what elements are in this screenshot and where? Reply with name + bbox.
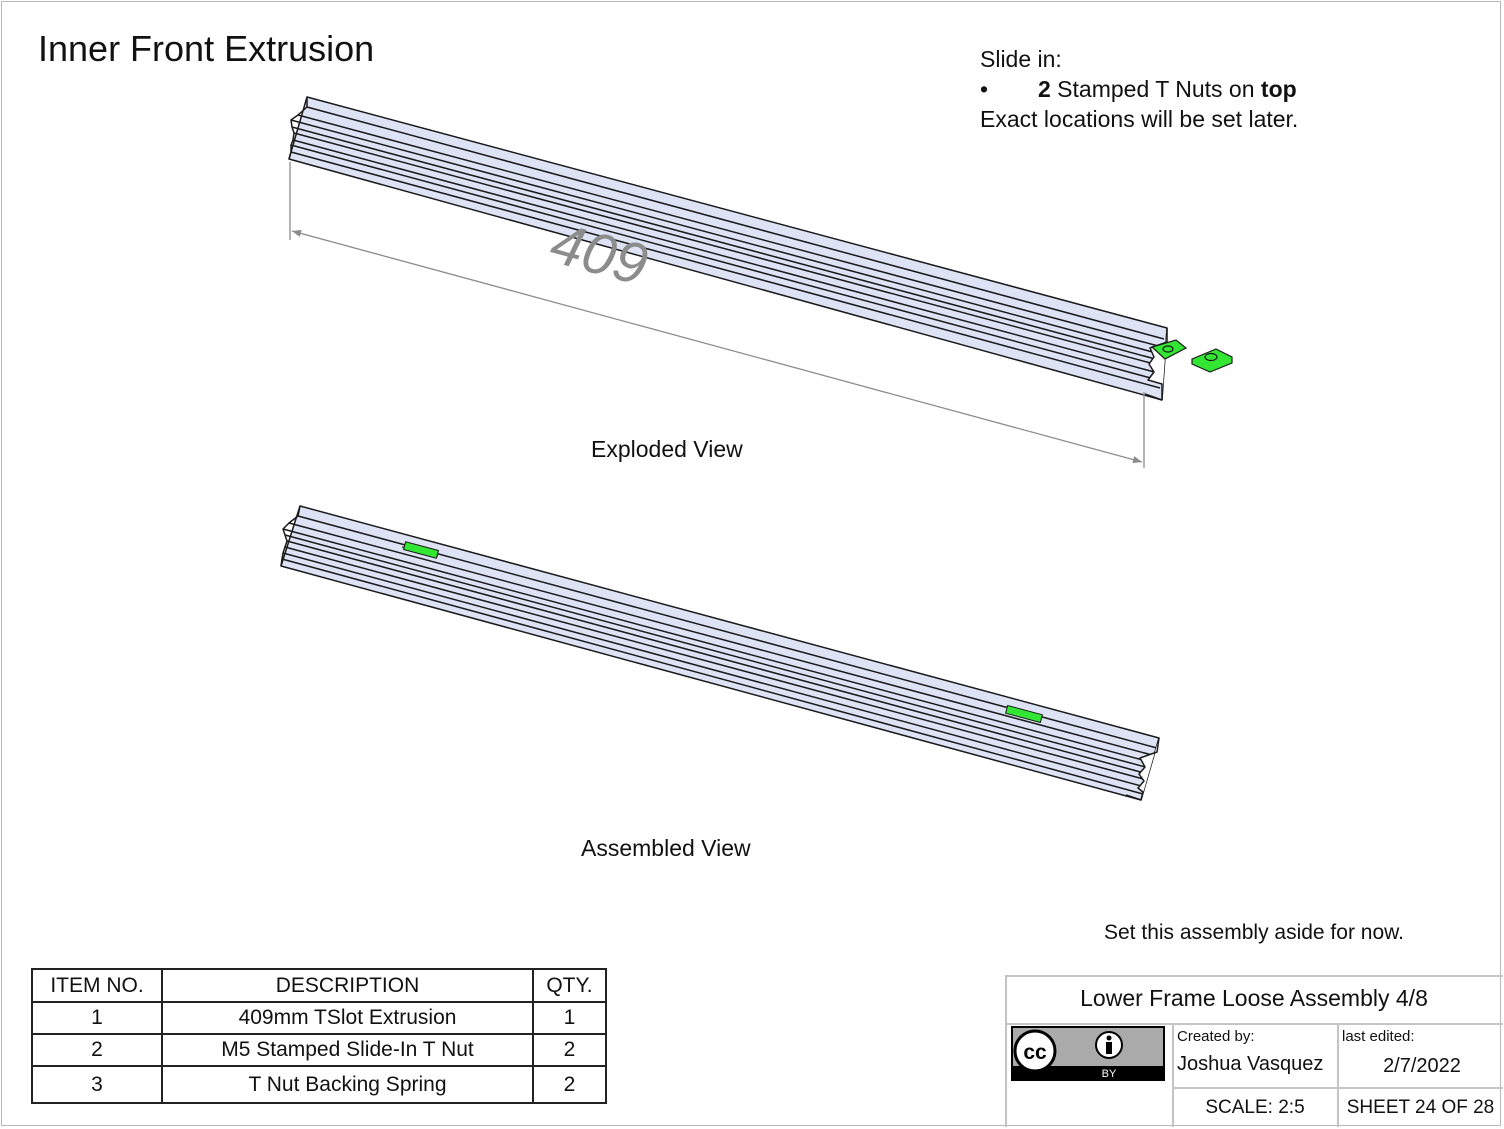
tnut-count: 2 (1038, 76, 1051, 102)
instruction-line-1: Slide in: (980, 46, 1062, 72)
last-edited-value: 2/7/2022 (1383, 1055, 1461, 1077)
bullet: • (980, 76, 989, 102)
bom-qty: 2 (532, 1033, 607, 1067)
bom-item-no: 2 (31, 1033, 163, 1067)
bom-header-qty: QTY. (532, 968, 607, 1003)
instruction-line-2: • 2 Stamped T Nuts on top (980, 74, 1298, 104)
attribution-person-icon (1095, 1031, 1123, 1059)
sheet-number-field: SHEET 24 OF 28 (1346, 1097, 1495, 1118)
assembled-tnuts (401, 541, 1044, 724)
bom-item-no: 1 (31, 1001, 163, 1035)
bom-row: 2 M5 Stamped Slide-In T Nut 2 (31, 1033, 607, 1067)
dimension-409 (289, 162, 1145, 468)
created-by-value: Joshua Vasquez (1177, 1053, 1324, 1075)
bom-description: M5 Stamped Slide-In T Nut (161, 1033, 534, 1067)
bom-item-no: 3 (31, 1065, 163, 1104)
bom-qty: 2 (532, 1065, 607, 1104)
exploded-extrusion (288, 96, 1168, 401)
exploded-tnuts (1150, 339, 1233, 373)
bom-header-row: ITEM NO. DESCRIPTION QTY. (31, 968, 607, 1003)
by-label: BY (1102, 1068, 1117, 1080)
aside-note: Set this assembly aside for now. (1104, 921, 1404, 944)
bom-qty: 1 (532, 1001, 607, 1035)
tnut-location: top (1260, 76, 1297, 102)
sheet-title: Inner Front Extrusion (38, 28, 375, 69)
tnut-text: Stamped T Nuts on (1050, 76, 1261, 102)
bom-row: 1 409mm TSlot Extrusion 1 (31, 1001, 607, 1035)
title-block: Lower Frame Loose Assembly 4/8 cc BY Cre… (1005, 975, 1503, 1127)
cc-by-license-badge: cc BY (1011, 1026, 1165, 1081)
last-edited-label: last edited: (1342, 1028, 1415, 1045)
bom-description: T Nut Backing Spring (161, 1065, 534, 1104)
cc-icon: cc (1023, 1041, 1047, 1064)
exploded-view-label: Exploded View (591, 436, 743, 462)
instruction-line-3: Exact locations will be set later. (980, 106, 1299, 132)
scale-field: SCALE: 2:5 (1205, 1097, 1305, 1118)
bill-of-materials: ITEM NO. DESCRIPTION QTY. 1 409mm TSlot … (31, 968, 607, 1104)
assembled-view-label: Assembled View (581, 835, 751, 861)
bom-header-item: ITEM NO. (31, 968, 163, 1003)
bom-description: 409mm TSlot Extrusion (161, 1001, 534, 1035)
bom-row: 3 T Nut Backing Spring 2 (31, 1065, 607, 1104)
created-by-label: Created by: (1177, 1028, 1255, 1045)
title-block-title: Lower Frame Loose Assembly 4/8 (1080, 985, 1428, 1011)
assembled-extrusion (280, 505, 1160, 801)
assembly-instructions: Slide in: • 2 Stamped T Nuts on top Exact… (980, 44, 1298, 134)
bom-header-description: DESCRIPTION (161, 968, 534, 1003)
